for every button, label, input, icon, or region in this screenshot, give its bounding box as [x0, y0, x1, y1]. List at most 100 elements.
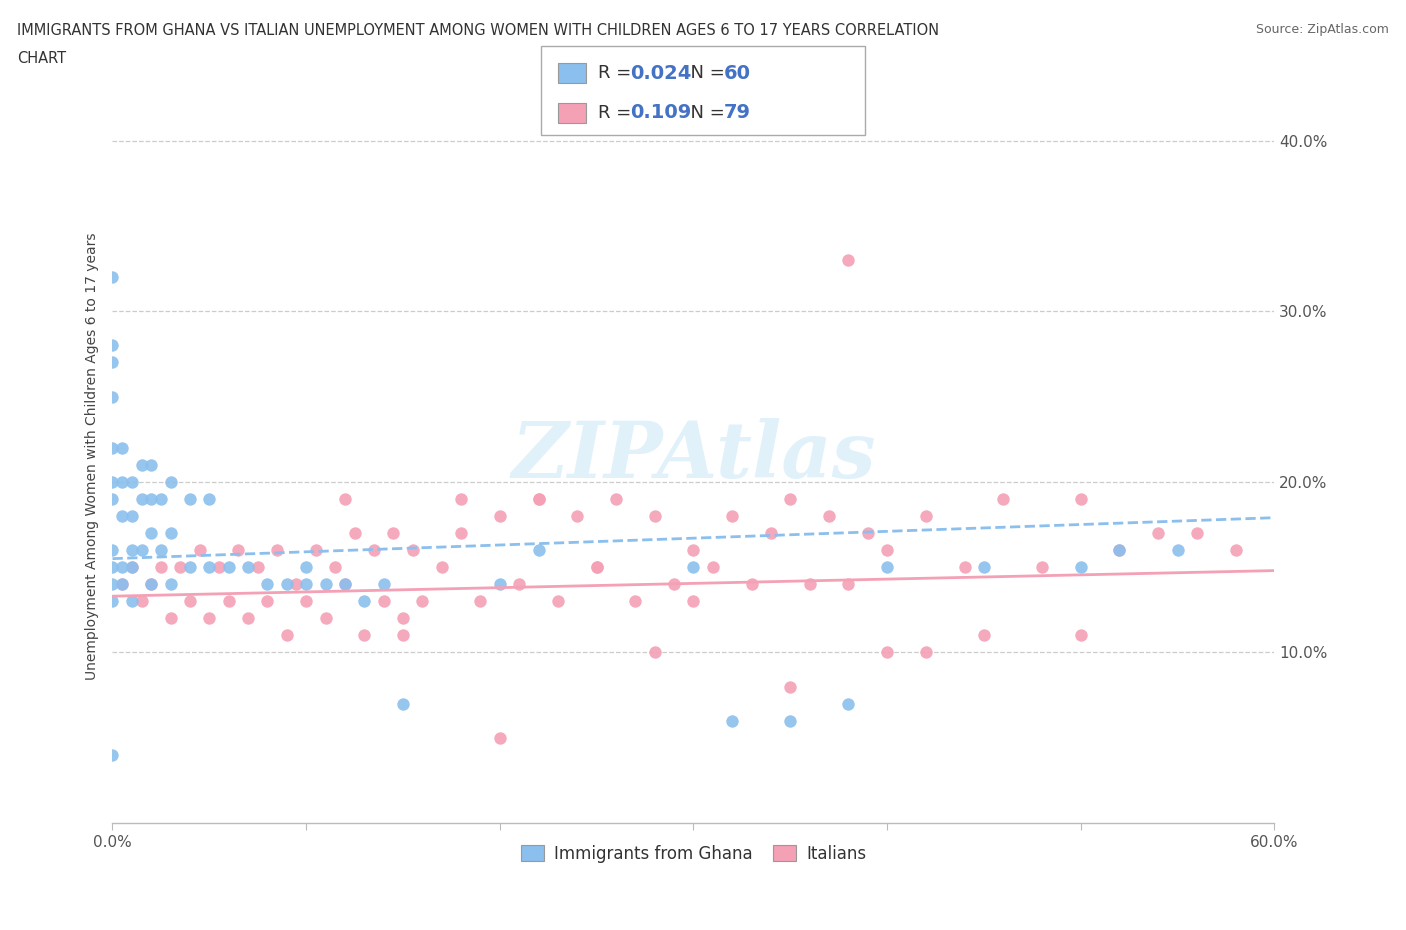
Point [111, 577, 134, 591]
Point [837, 577, 859, 591]
Point [702, 560, 724, 575]
Point [682, 543, 704, 558]
Point [721, 509, 744, 524]
Point [333, 491, 356, 506]
Point [644, 509, 666, 524]
Point [208, 560, 231, 575]
Point [470, 594, 492, 609]
Point [779, 679, 801, 694]
Text: N =: N = [679, 64, 731, 82]
Point [401, 543, 423, 558]
Point [585, 560, 607, 575]
Point [333, 577, 356, 591]
Text: R =: R = [598, 64, 637, 82]
Point [101, 338, 124, 352]
Y-axis label: Unemployment Among Women with Children Ages 6 to 17 years: Unemployment Among Women with Children A… [86, 232, 100, 680]
Point [188, 543, 211, 558]
Point [624, 594, 647, 609]
Point [121, 509, 143, 524]
Point [111, 577, 134, 591]
Point [111, 560, 134, 575]
Point [430, 560, 453, 575]
Point [1185, 525, 1208, 540]
Point [993, 491, 1015, 506]
Point [111, 509, 134, 524]
Legend: Immigrants from Ghana, Italians: Immigrants from Ghana, Italians [515, 839, 873, 870]
Point [101, 560, 124, 575]
Point [741, 577, 763, 591]
Point [1108, 543, 1130, 558]
Point [527, 543, 550, 558]
Point [779, 713, 801, 728]
Point [198, 611, 221, 626]
Point [662, 577, 685, 591]
Point [179, 560, 201, 575]
Point [450, 491, 472, 506]
Point [759, 525, 782, 540]
Point [876, 560, 898, 575]
Point [218, 594, 240, 609]
Point [682, 560, 704, 575]
Point [644, 645, 666, 660]
Point [101, 474, 124, 489]
Point [111, 440, 134, 455]
Point [305, 543, 328, 558]
Point [101, 270, 124, 285]
Point [373, 577, 395, 591]
Point [682, 594, 704, 609]
Point [567, 509, 589, 524]
Point [818, 509, 841, 524]
Text: 0.109: 0.109 [630, 103, 692, 122]
Point [876, 543, 898, 558]
Point [141, 577, 163, 591]
Point [1031, 560, 1053, 575]
Point [779, 491, 801, 506]
Point [228, 543, 250, 558]
Text: R =: R = [598, 104, 637, 122]
Point [159, 474, 181, 489]
Point [799, 577, 821, 591]
Text: 60: 60 [724, 63, 751, 83]
Point [1225, 543, 1247, 558]
Text: N =: N = [679, 104, 731, 122]
Point [508, 577, 530, 591]
Text: IMMIGRANTS FROM GHANA VS ITALIAN UNEMPLOYMENT AMONG WOMEN WITH CHILDREN AGES 6 T: IMMIGRANTS FROM GHANA VS ITALIAN UNEMPLO… [17, 23, 939, 38]
Point [973, 560, 995, 575]
Point [236, 560, 259, 575]
Point [101, 491, 124, 506]
Point [295, 577, 318, 591]
Point [101, 389, 124, 404]
Text: CHART: CHART [17, 51, 66, 66]
Point [276, 628, 298, 643]
Text: 0.024: 0.024 [630, 63, 692, 83]
Point [198, 491, 221, 506]
Point [285, 577, 308, 591]
Point [149, 543, 172, 558]
Point [101, 440, 124, 455]
Point [488, 577, 510, 591]
Point [1070, 491, 1092, 506]
Point [101, 543, 124, 558]
Point [276, 577, 298, 591]
Point [256, 594, 278, 609]
Point [121, 543, 143, 558]
Point [1070, 628, 1092, 643]
Point [315, 577, 337, 591]
Point [121, 594, 143, 609]
Point [363, 543, 385, 558]
Point [159, 577, 181, 591]
Point [159, 525, 181, 540]
Point [392, 611, 415, 626]
Point [131, 543, 153, 558]
Point [131, 491, 153, 506]
Point [353, 594, 375, 609]
Point [266, 543, 288, 558]
Point [333, 577, 356, 591]
Point [547, 594, 569, 609]
Point [1070, 560, 1092, 575]
Point [721, 713, 744, 728]
Point [1108, 543, 1130, 558]
Point [111, 474, 134, 489]
Point [837, 697, 859, 711]
Point [373, 594, 395, 609]
